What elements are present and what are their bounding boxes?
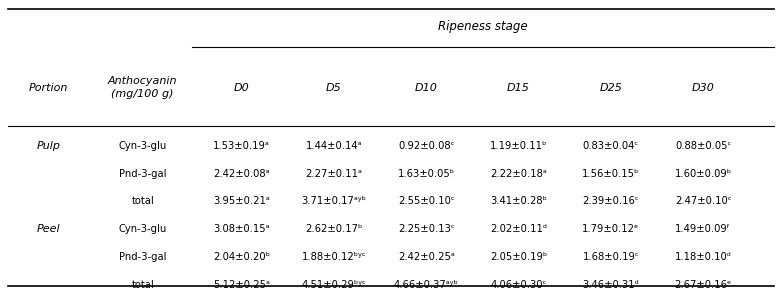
Text: 3.95±0.21ᵃ: 3.95±0.21ᵃ — [213, 197, 270, 206]
Text: 2.42±0.08ᵃ: 2.42±0.08ᵃ — [213, 169, 270, 179]
Text: 2.25±0.13ᶜ: 2.25±0.13ᶜ — [398, 224, 454, 234]
Text: 4.51±0.29ᵇʸᶜ: 4.51±0.29ᵇʸᶜ — [302, 280, 366, 290]
Text: D5: D5 — [326, 83, 342, 93]
Text: D0: D0 — [234, 83, 249, 93]
Text: D15: D15 — [507, 83, 530, 93]
Text: 2.67±0.16ᵉ: 2.67±0.16ᵉ — [674, 280, 732, 290]
Text: 2.39±0.16ᶜ: 2.39±0.16ᶜ — [583, 197, 639, 206]
Text: 1.18±0.10ᵈ: 1.18±0.10ᵈ — [675, 252, 731, 262]
Text: 2.62±0.17ᵇ: 2.62±0.17ᵇ — [305, 224, 363, 234]
Text: 1.79±0.12ᵉ: 1.79±0.12ᵉ — [582, 224, 640, 234]
Text: Pulp: Pulp — [37, 141, 61, 151]
Text: Portion: Portion — [29, 83, 69, 93]
Text: 2.04±0.20ᵇ: 2.04±0.20ᵇ — [213, 252, 270, 262]
Text: 0.92±0.08ᶜ: 0.92±0.08ᶜ — [398, 141, 454, 151]
Text: Cyn-3-glu: Cyn-3-glu — [119, 224, 167, 234]
Text: 1.68±0.19ᶜ: 1.68±0.19ᶜ — [583, 252, 639, 262]
Text: total: total — [131, 280, 154, 290]
Text: 1.53±0.19ᵃ: 1.53±0.19ᵃ — [213, 141, 270, 151]
Text: 4.66±0.37ᵃʸᵇ: 4.66±0.37ᵃʸᵇ — [394, 280, 458, 290]
Text: 2.42±0.25ᵃ: 2.42±0.25ᵃ — [398, 252, 454, 262]
Text: 0.83±0.04ᶜ: 0.83±0.04ᶜ — [583, 141, 639, 151]
Text: total: total — [131, 197, 154, 206]
Text: 1.88±0.12ᵇʸᶜ: 1.88±0.12ᵇʸᶜ — [302, 252, 366, 262]
Text: 0.88±0.05ᶜ: 0.88±0.05ᶜ — [675, 141, 731, 151]
Text: 3.08±0.15ᵃ: 3.08±0.15ᵃ — [213, 224, 270, 234]
Text: Pnd-3-gal: Pnd-3-gal — [119, 169, 167, 179]
Text: 3.41±0.28ᵇ: 3.41±0.28ᵇ — [490, 197, 547, 206]
Text: D25: D25 — [599, 83, 622, 93]
Text: 3.46±0.31ᵈ: 3.46±0.31ᵈ — [583, 280, 639, 290]
Text: 1.49±0.09ᶠ: 1.49±0.09ᶠ — [675, 224, 731, 234]
Text: Cyn-3-glu: Cyn-3-glu — [119, 141, 167, 151]
Text: 2.55±0.10ᶜ: 2.55±0.10ᶜ — [398, 197, 454, 206]
Text: 1.44±0.14ᵃ: 1.44±0.14ᵃ — [306, 141, 362, 151]
Text: D30: D30 — [691, 83, 715, 93]
Text: Pnd-3-gal: Pnd-3-gal — [119, 252, 167, 262]
Text: Ripeness stage: Ripeness stage — [438, 20, 528, 33]
Text: 1.19±0.11ᵇ: 1.19±0.11ᵇ — [490, 141, 547, 151]
Text: Anthocyanin
(mg/100 g): Anthocyanin (mg/100 g) — [108, 77, 178, 99]
Text: D10: D10 — [414, 83, 438, 93]
Text: 1.56±0.15ᵇ: 1.56±0.15ᵇ — [582, 169, 640, 179]
Text: 2.47±0.10ᶜ: 2.47±0.10ᶜ — [675, 197, 731, 206]
Text: 2.22±0.18ᵃ: 2.22±0.18ᵃ — [490, 169, 547, 179]
Text: 5.12±0.25ᵃ: 5.12±0.25ᵃ — [213, 280, 270, 290]
Text: 4.06±0.30ᶜ: 4.06±0.30ᶜ — [490, 280, 547, 290]
Text: 1.60±0.09ᵇ: 1.60±0.09ᵇ — [674, 169, 732, 179]
Text: 2.05±0.19ᵇ: 2.05±0.19ᵇ — [490, 252, 547, 262]
Text: 2.02±0.11ᵈ: 2.02±0.11ᵈ — [490, 224, 547, 234]
Text: Peel: Peel — [37, 224, 61, 234]
Text: 1.63±0.05ᵇ: 1.63±0.05ᵇ — [397, 169, 455, 179]
Text: 3.71±0.17ᵃʸᵇ: 3.71±0.17ᵃʸᵇ — [301, 197, 367, 206]
Text: 2.27±0.11ᵃ: 2.27±0.11ᵃ — [306, 169, 362, 179]
